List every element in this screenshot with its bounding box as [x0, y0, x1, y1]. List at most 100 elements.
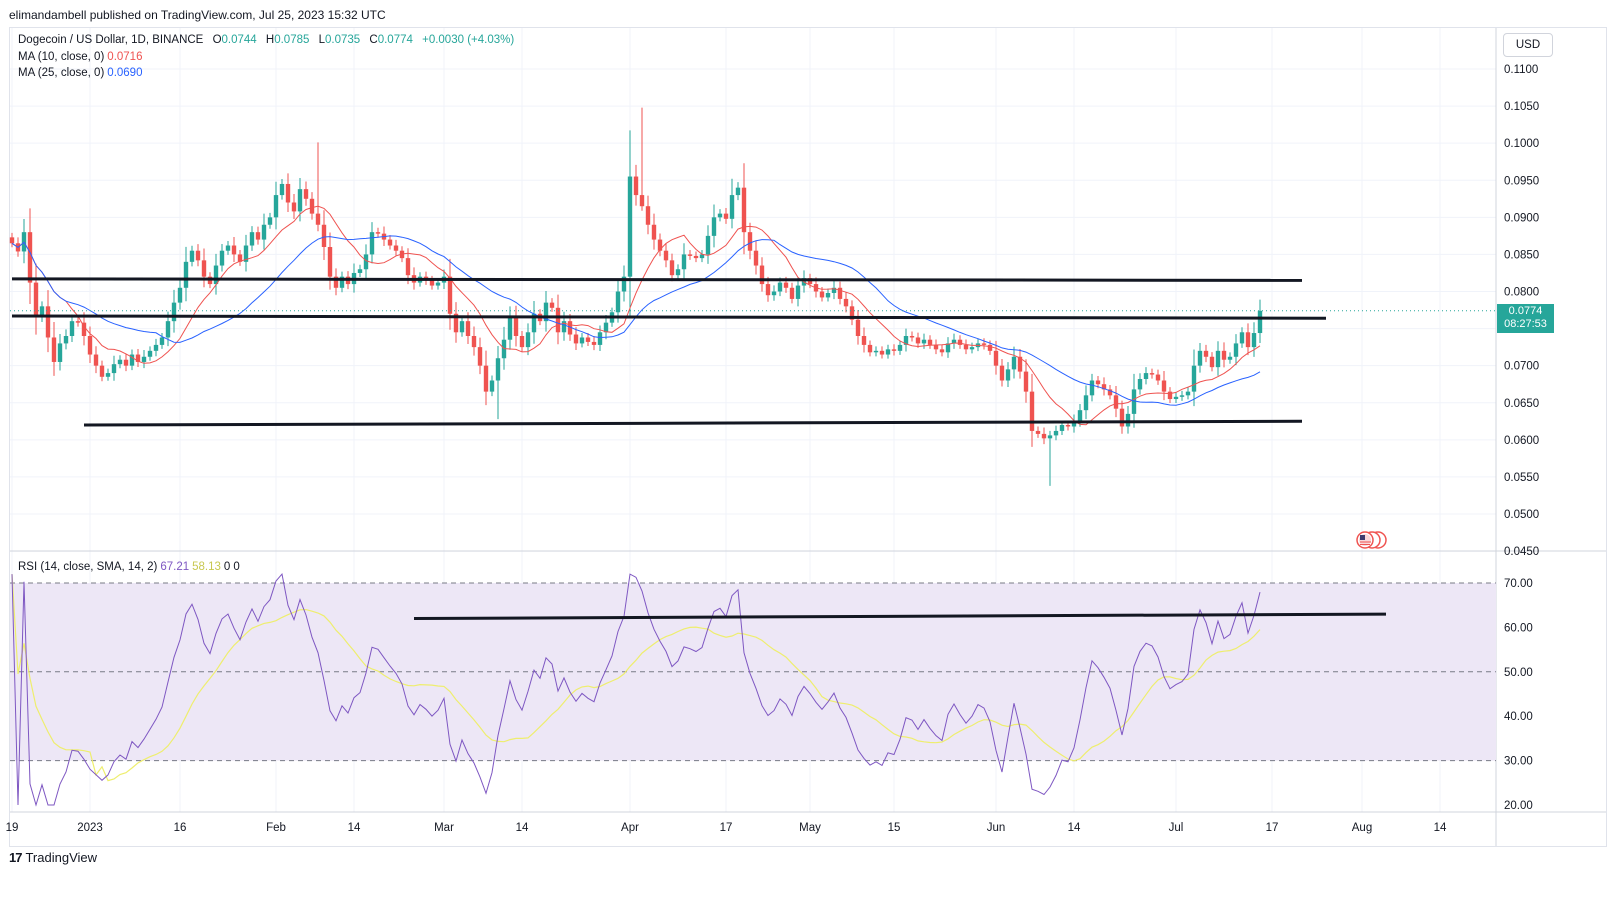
tradingview-logo-icon: 17	[9, 850, 23, 865]
candle-body	[33, 282, 39, 318]
candle-body	[669, 260, 675, 276]
axis-labels: 0.1100 0.1050 0.1000 0.0950 0.0900 0.0850 0.08…	[6, 64, 1540, 834]
candle-body	[1137, 379, 1143, 390]
candle-body	[531, 313, 537, 333]
candle-body	[849, 306, 855, 320]
rsi-tick-label: 50.00	[1504, 667, 1533, 679]
candle-body	[969, 347, 975, 350]
legend-ma25[interactable]: MA (25, close, 0) 0.0690	[18, 67, 142, 79]
candle-body	[1149, 373, 1155, 375]
candle-body	[981, 343, 987, 345]
candle-body	[693, 255, 699, 259]
candle-body	[483, 365, 489, 392]
candle-body	[1209, 356, 1215, 368]
candle-body	[789, 287, 795, 299]
legend-ma10[interactable]: MA (10, close, 0) 0.0716	[18, 51, 142, 63]
candle-body	[687, 254, 693, 256]
ma10-value: 0.0716	[107, 51, 143, 63]
candle-body	[1041, 433, 1047, 439]
date-tick-label: 16	[174, 822, 187, 834]
candle-body	[45, 306, 51, 338]
candle-body	[363, 254, 369, 270]
candle-body	[405, 258, 411, 276]
candle-body	[639, 195, 645, 207]
candle-body	[891, 349, 897, 351]
candle-body	[387, 239, 393, 246]
candle-body	[171, 302, 177, 322]
price-tick-label: 0.1050	[1504, 101, 1539, 113]
candle-body	[183, 261, 189, 288]
candle-body	[681, 254, 687, 270]
date-tick-label: 14	[1068, 822, 1081, 834]
candle-body	[267, 217, 273, 225]
candle-body	[555, 307, 561, 333]
ohlc-close-label: C	[369, 34, 378, 46]
rsi-tick-label: 40.00	[1504, 711, 1533, 723]
candle-body	[1233, 343, 1239, 357]
candle-body	[663, 250, 669, 261]
candle-body	[651, 224, 657, 240]
date-tick-label: Apr	[621, 822, 639, 834]
candle-body	[489, 380, 495, 392]
events-flag-icon[interactable]	[1352, 530, 1392, 550]
candle-body	[1167, 391, 1173, 400]
candle-body	[1035, 430, 1041, 434]
candle-body	[333, 276, 339, 288]
candle-body	[471, 336, 477, 348]
candle-body	[1053, 430, 1059, 436]
candle-body	[225, 245, 231, 251]
ohlc-high-value: 0.0785	[274, 34, 310, 46]
candle-body	[291, 202, 297, 212]
candle-body	[1161, 380, 1167, 392]
candle-body	[945, 343, 951, 353]
price-tick-label: 0.1000	[1504, 138, 1539, 150]
candle-body	[195, 250, 201, 261]
ohlc-low-value: 0.0735	[325, 34, 361, 46]
candle-body	[201, 260, 207, 277]
candle-body	[873, 350, 879, 353]
candle-body	[321, 224, 327, 247]
rsi-tick-label: 70.00	[1504, 578, 1533, 590]
candle-body	[159, 337, 165, 345]
candle-body	[1095, 380, 1101, 385]
candle-body	[657, 239, 663, 251]
candle-body	[1071, 421, 1077, 427]
ohlc-low-label: L	[318, 34, 326, 46]
date-tick-label: Jun	[987, 822, 1006, 834]
candle-body	[249, 232, 255, 246]
candle-body	[1119, 408, 1125, 427]
currency-button[interactable]: USD	[1503, 33, 1553, 57]
rsi-extra-2: 0	[233, 561, 240, 573]
candle-body	[591, 341, 597, 345]
candle-body	[459, 321, 465, 333]
candle-body	[99, 365, 105, 377]
date-tick-label: Feb	[266, 822, 286, 834]
legend-rsi[interactable]: RSI (14, close, SMA, 14, 2) 67.21 58.13 0 0	[18, 561, 240, 573]
candle-body	[993, 350, 999, 366]
candle-body	[831, 287, 837, 293]
candle-body	[783, 282, 789, 288]
candle-body	[465, 321, 471, 336]
candle-body	[525, 332, 531, 348]
candle-body	[777, 282, 783, 292]
candle-body	[153, 344, 159, 351]
candle-body	[1089, 380, 1095, 396]
candle-body	[519, 336, 525, 348]
candle-body	[765, 284, 771, 296]
candle-body	[597, 332, 603, 345]
candle-body	[357, 269, 363, 273]
tradingview-footer[interactable]: 17 TradingView	[9, 850, 97, 865]
candle-body	[747, 232, 753, 251]
ma25-label: MA (25, close, 0)	[18, 67, 105, 79]
date-tick-label: 19	[6, 822, 19, 834]
candle-body	[81, 322, 87, 336]
candle-body	[561, 321, 567, 333]
candle-body	[237, 254, 243, 262]
price-tick-label: 0.0600	[1504, 435, 1539, 447]
date-tick-label: 2023	[77, 822, 103, 834]
rsi-band-background	[10, 582, 1496, 762]
candle-body	[1215, 350, 1221, 368]
candle-body	[1185, 391, 1191, 396]
candle-body	[819, 291, 825, 298]
